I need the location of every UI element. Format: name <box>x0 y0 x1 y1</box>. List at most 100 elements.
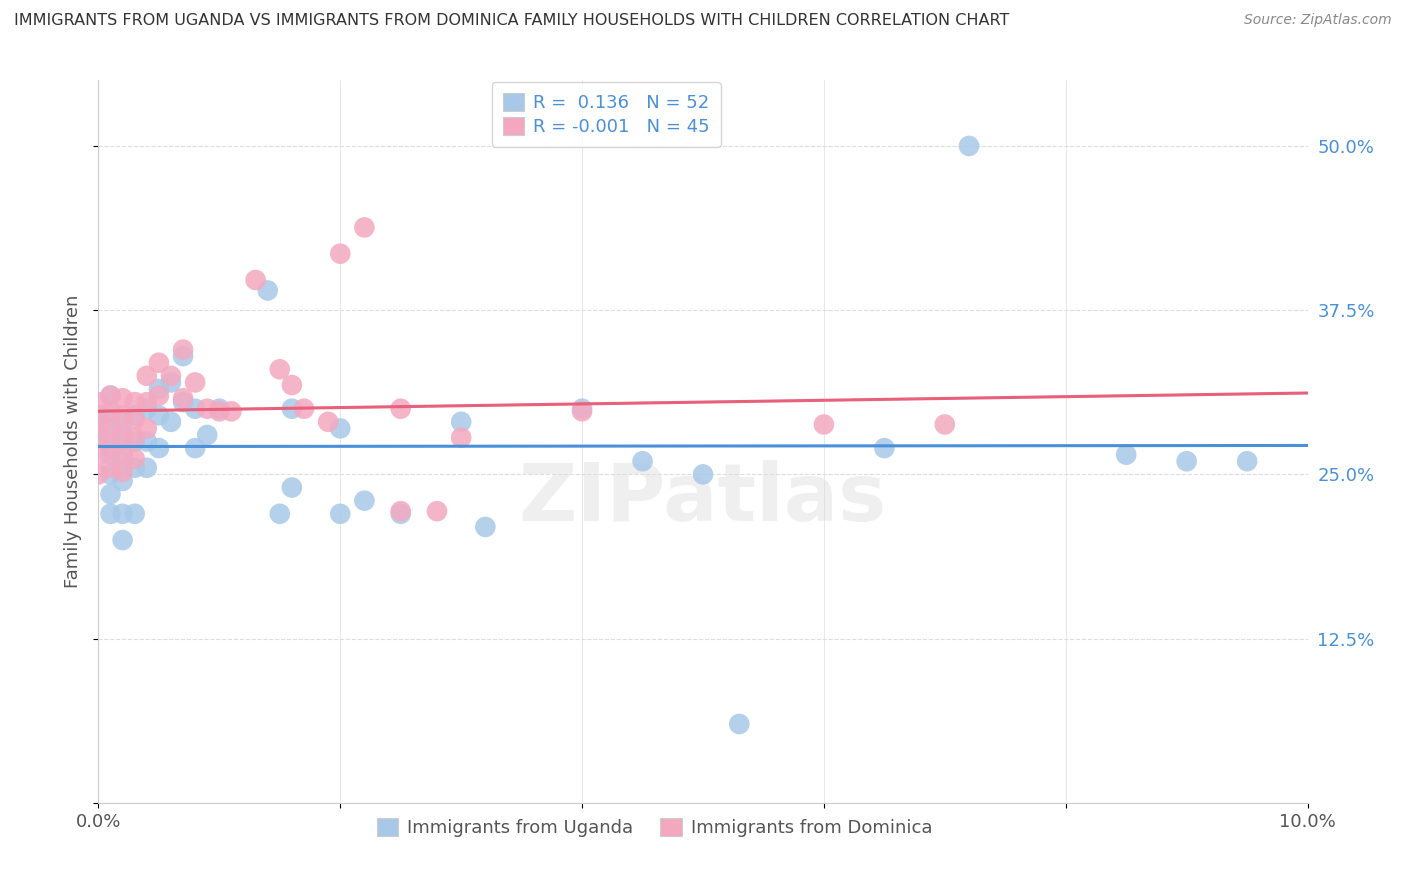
Point <box>474 520 496 534</box>
Point <box>124 431 146 445</box>
Y-axis label: Family Households with Children: Family Households with Children <box>65 295 83 588</box>
Point <box>148 382 170 396</box>
Point <box>111 409 134 423</box>
Point <box>100 467 122 482</box>
Point <box>353 220 375 235</box>
Point <box>281 481 304 495</box>
Point <box>208 404 231 418</box>
Point <box>172 395 194 409</box>
Point <box>135 401 157 416</box>
Point <box>124 507 146 521</box>
Point <box>269 507 291 521</box>
Point <box>87 467 110 482</box>
Point <box>87 409 110 423</box>
Point <box>316 415 339 429</box>
Point <box>135 460 157 475</box>
Point <box>124 434 146 449</box>
Point <box>100 507 122 521</box>
Point <box>281 401 304 416</box>
Point <box>124 460 146 475</box>
Point <box>124 395 146 409</box>
Point <box>813 417 835 432</box>
Point <box>631 454 654 468</box>
Point <box>100 448 122 462</box>
Point <box>571 404 593 418</box>
Point <box>100 421 122 435</box>
Point <box>1236 454 1258 468</box>
Point <box>208 401 231 416</box>
Point <box>292 401 315 416</box>
Point <box>111 507 134 521</box>
Point <box>571 401 593 416</box>
Point <box>1175 454 1198 468</box>
Point <box>135 395 157 409</box>
Point <box>111 391 134 405</box>
Point <box>329 507 352 521</box>
Point <box>160 376 183 390</box>
Point <box>87 431 110 445</box>
Point <box>245 273 267 287</box>
Point <box>389 507 412 521</box>
Point <box>135 368 157 383</box>
Point <box>100 487 122 501</box>
Point <box>111 415 134 429</box>
Point <box>124 412 146 426</box>
Text: IMMIGRANTS FROM UGANDA VS IMMIGRANTS FROM DOMINICA FAMILY HOUSEHOLDS WITH CHILDR: IMMIGRANTS FROM UGANDA VS IMMIGRANTS FRO… <box>14 13 1010 29</box>
Point <box>111 448 134 462</box>
Text: ZIPatlas: ZIPatlas <box>519 460 887 539</box>
Point <box>195 428 218 442</box>
Point <box>329 246 352 260</box>
Legend: Immigrants from Uganda, Immigrants from Dominica: Immigrants from Uganda, Immigrants from … <box>370 811 939 845</box>
Point <box>111 428 134 442</box>
Point <box>172 343 194 357</box>
Point <box>148 409 170 423</box>
Point <box>450 415 472 429</box>
Point <box>160 368 183 383</box>
Point <box>111 533 134 547</box>
Point <box>353 493 375 508</box>
Point <box>124 409 146 423</box>
Point <box>100 388 122 402</box>
Point <box>728 717 751 731</box>
Point <box>389 504 412 518</box>
Point <box>450 431 472 445</box>
Point <box>111 454 134 468</box>
Point <box>100 388 122 402</box>
Point <box>389 401 412 416</box>
Point <box>100 428 122 442</box>
Point <box>111 474 134 488</box>
Point <box>172 349 194 363</box>
Point <box>873 441 896 455</box>
Point <box>195 401 218 416</box>
Point <box>329 421 352 435</box>
Point <box>148 388 170 402</box>
Point <box>957 139 980 153</box>
Point <box>692 467 714 482</box>
Point <box>124 451 146 466</box>
Point <box>87 395 110 409</box>
Point <box>184 441 207 455</box>
Point <box>87 448 110 462</box>
Point <box>87 428 110 442</box>
Point <box>281 378 304 392</box>
Point <box>426 504 449 518</box>
Point <box>160 415 183 429</box>
Point <box>87 415 110 429</box>
Point <box>100 404 122 418</box>
Point <box>100 441 122 455</box>
Point <box>100 460 122 475</box>
Text: Source: ZipAtlas.com: Source: ZipAtlas.com <box>1244 13 1392 28</box>
Point <box>135 434 157 449</box>
Point <box>256 284 278 298</box>
Point <box>184 376 207 390</box>
Point <box>269 362 291 376</box>
Point <box>111 434 134 449</box>
Point <box>148 441 170 455</box>
Point <box>111 465 134 479</box>
Point <box>221 404 243 418</box>
Point <box>148 356 170 370</box>
Point <box>184 401 207 416</box>
Point <box>135 421 157 435</box>
Point <box>172 391 194 405</box>
Point <box>934 417 956 432</box>
